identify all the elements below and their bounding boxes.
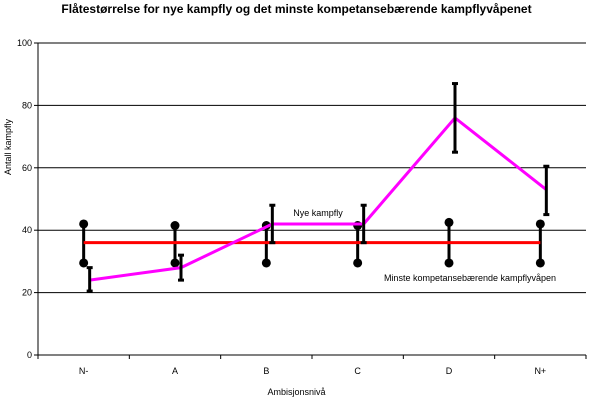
y-tick-label: 20: [22, 288, 32, 298]
y-tick-label: 80: [22, 100, 32, 110]
y-tick-label: 60: [22, 163, 32, 173]
range-dot-high: [170, 221, 180, 231]
x-tick-label: C: [354, 366, 361, 376]
y-tick-label: 100: [17, 38, 32, 48]
x-tick-label: N+: [534, 366, 546, 376]
range-dot-low: [444, 258, 454, 268]
y-tick-label: 40: [22, 225, 32, 235]
range-dot-low: [261, 258, 271, 268]
x-axis-label: Ambisjonsnivå: [267, 387, 326, 397]
chart-title: Flåtestørrelse for nye kampfly og det mi…: [61, 2, 532, 16]
range-dot-low: [535, 258, 545, 268]
range-dot-high: [79, 219, 89, 229]
range-dot-low: [353, 258, 363, 268]
annotation-nye-kampfly: Nye kampfly: [293, 208, 343, 218]
range-dot-high: [353, 221, 363, 231]
annotation-minste: Minste kompetansebærende kampflyvåpen: [384, 273, 556, 283]
range-dot-low: [79, 258, 89, 268]
y-tick-label: 0: [27, 350, 32, 360]
range-dot-low: [170, 258, 180, 268]
x-tick-label: A: [172, 366, 178, 376]
range-dot-high: [444, 217, 454, 227]
x-tick-label: B: [263, 366, 269, 376]
series-line-nye-kampfly: [89, 115, 548, 282]
x-tick-label: N-: [79, 366, 89, 376]
x-tick-label: D: [446, 366, 453, 376]
range-dot-high: [535, 219, 545, 229]
